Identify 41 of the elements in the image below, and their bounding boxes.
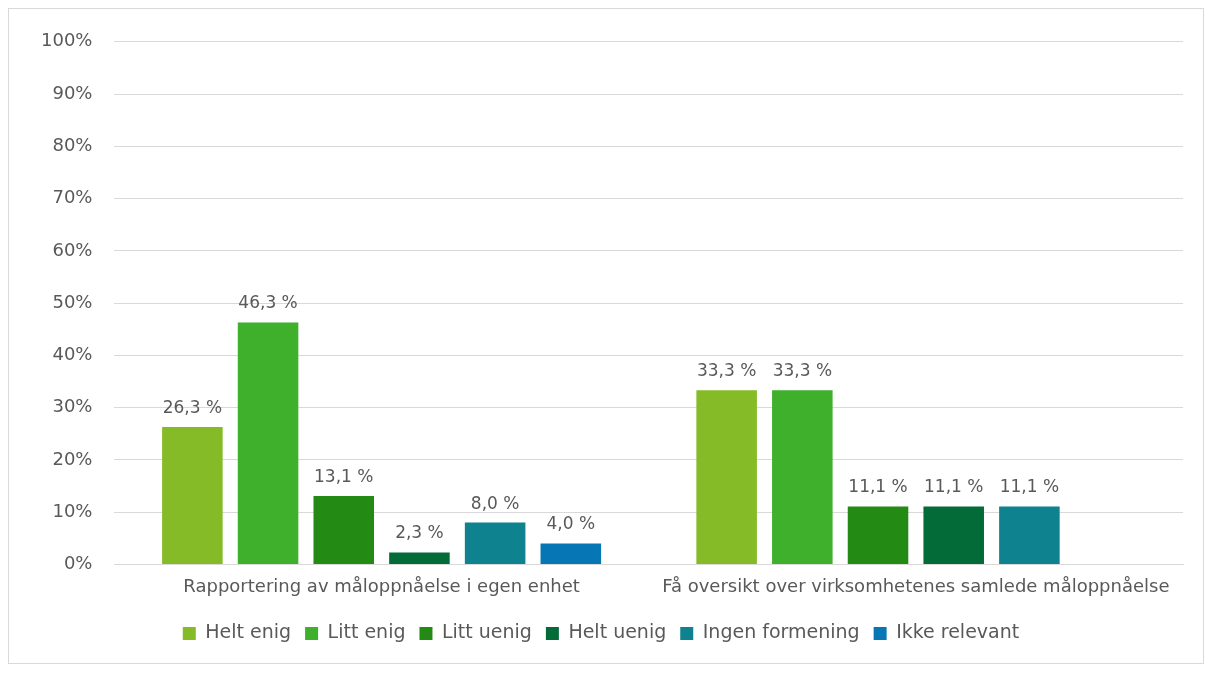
- legend-label: Ikke relevant: [896, 620, 1020, 643]
- y-tick-label: 70%: [52, 186, 93, 208]
- legend-label: Ingen formening: [702, 620, 860, 643]
- bar: [696, 390, 757, 564]
- y-tick-label: 0%: [63, 552, 93, 574]
- data-label: 11,1 %: [924, 476, 984, 497]
- data-label: 2,3 %: [395, 522, 444, 543]
- bar: [772, 390, 833, 564]
- y-tick-label: 30%: [52, 395, 93, 417]
- legend-label: Litt enig: [327, 620, 406, 643]
- y-tick-label: 100%: [40, 29, 93, 51]
- y-tick-label: 40%: [52, 343, 93, 365]
- bar: [999, 506, 1060, 564]
- y-tick-label: 10%: [52, 499, 93, 521]
- y-tick-label: 80%: [52, 133, 93, 155]
- legend-label: Helt uenig: [568, 620, 667, 643]
- data-label: 8,0 %: [470, 492, 520, 513]
- legend-label: Litt uenig: [441, 620, 532, 643]
- y-tick-label: 90%: [52, 81, 93, 103]
- y-tick-label: 60%: [52, 238, 93, 260]
- data-label: 26,3 %: [162, 396, 223, 417]
- x-tick-label: Rapportering av måloppnåelse i egen enhet: [183, 574, 580, 596]
- bar: [162, 426, 223, 564]
- bar: [847, 506, 909, 564]
- bar: [540, 543, 602, 564]
- data-label: 46,3 %: [238, 292, 298, 313]
- data-label: 11,1 %: [999, 476, 1060, 497]
- y-tick-label: 50%: [52, 290, 93, 312]
- bar: [389, 552, 450, 564]
- data-label: 11,1 %: [848, 476, 908, 497]
- bar: [313, 495, 375, 564]
- data-label: 13,1 %: [314, 465, 374, 486]
- y-tick-label: 20%: [52, 447, 93, 469]
- bar: [237, 322, 299, 564]
- data-label: 33,3 %: [696, 360, 757, 381]
- bar: [464, 522, 526, 564]
- data-label: 33,3 %: [772, 360, 833, 381]
- legend-label: Helt enig: [205, 620, 292, 643]
- x-tick-label: Få oversikt over virksomhetenes samlede måloppnåelse: [662, 574, 1170, 596]
- bar: [923, 506, 984, 564]
- data-label: 4,0 %: [546, 513, 596, 534]
